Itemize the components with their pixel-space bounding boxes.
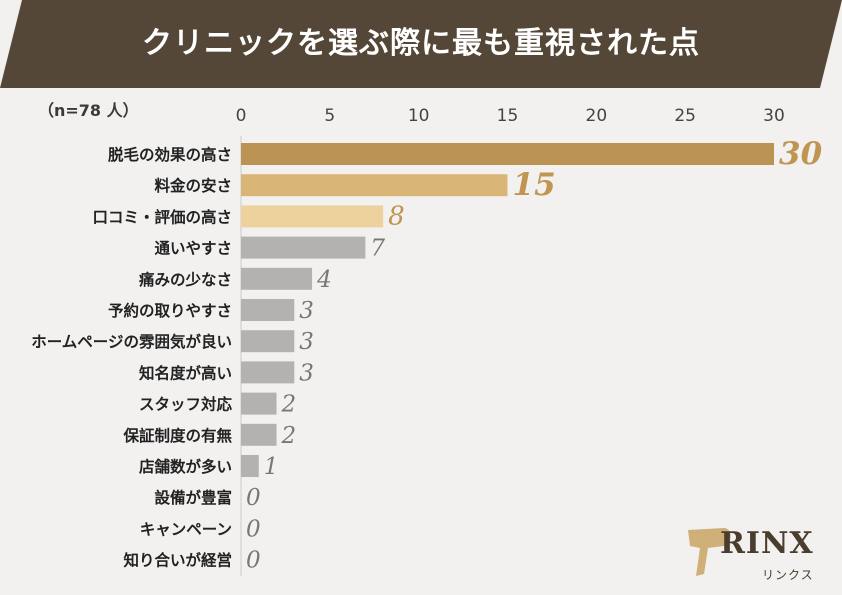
x-tick-label: 5 <box>324 106 335 126</box>
category-label: 口コミ・評価の高さ <box>92 207 232 226</box>
category-label: キャンペーン <box>140 520 232 538</box>
category-label: 通いやすさ <box>154 240 232 258</box>
title-banner-shape <box>0 0 842 88</box>
x-tick-label: 0 <box>236 106 247 126</box>
bar <box>241 455 259 477</box>
chart-title: クリニックを選ぶ際に最も重視された点 <box>142 26 700 61</box>
sample-size-note: （n=78 人） <box>38 101 139 120</box>
logo-subtitle: リンクス <box>762 568 814 582</box>
bar <box>241 267 313 290</box>
logo-name: RINX <box>720 526 814 561</box>
category-label: スタッフ対応 <box>139 395 233 414</box>
x-tick-label: 20 <box>586 106 608 126</box>
bar <box>241 205 384 228</box>
title-banner <box>0 0 842 88</box>
value-label: 3 <box>299 360 314 386</box>
category-label: 知名度が高い <box>139 363 232 382</box>
bar <box>241 423 277 446</box>
x-tick-label: 10 <box>408 106 430 126</box>
bar <box>241 392 277 415</box>
category-label: 痛みの少なさ <box>138 270 232 289</box>
value-label: 2 <box>281 423 297 449</box>
x-tick-label: 25 <box>674 106 696 126</box>
category-label: 予約の取りやすさ <box>108 301 232 320</box>
value-label: 0 <box>246 516 261 542</box>
value-label: 7 <box>370 236 385 262</box>
x-tick-label: 15 <box>497 106 519 126</box>
bar <box>241 299 295 321</box>
bar <box>241 143 774 165</box>
logo-brush-mark <box>688 528 731 576</box>
category-label: 店舗数が多い <box>139 457 232 476</box>
category-label: ホームページの雰囲気が良い <box>31 332 232 351</box>
value-label: 3 <box>299 298 314 324</box>
category-label: 知り合いが経営 <box>123 551 232 570</box>
category-label: 料金の安さ <box>154 176 232 195</box>
value-label: 30 <box>779 136 823 172</box>
bar <box>241 236 366 259</box>
value-label: 15 <box>513 167 556 203</box>
value-label: 0 <box>246 548 261 574</box>
bar <box>241 174 508 197</box>
value-label: 8 <box>388 201 405 231</box>
bar <box>241 330 295 353</box>
value-label: 3 <box>299 329 314 355</box>
value-label: 4 <box>316 267 332 293</box>
value-label: 1 <box>264 454 279 480</box>
category-label: 保証制度の有無 <box>122 426 232 445</box>
rinx-logo-emblem <box>688 528 731 576</box>
value-label: 0 <box>246 485 261 511</box>
category-label: 脱毛の効果の高さ <box>108 145 232 164</box>
x-tick-label: 30 <box>763 106 785 126</box>
bar <box>241 361 295 384</box>
value-label: 2 <box>281 392 297 418</box>
category-label: 設備が豊富 <box>154 488 232 507</box>
